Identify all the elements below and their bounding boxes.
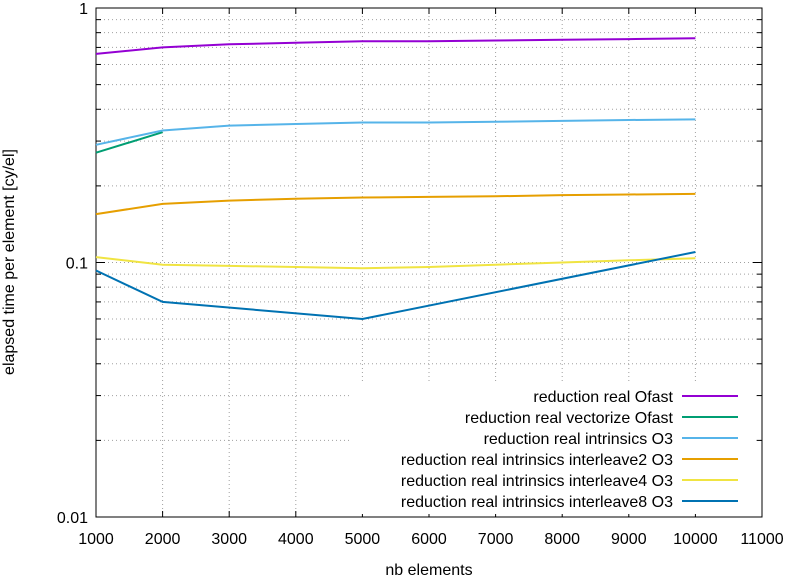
series-line — [95, 256, 696, 270]
x-tick-label: 8000 — [544, 531, 580, 548]
legend-label: reduction real Ofast — [533, 389, 673, 406]
legend-label: reduction real intrinsics O3 — [484, 431, 674, 448]
y-tick-label: 0.1 — [66, 256, 88, 273]
series-line — [95, 131, 163, 154]
axis-ticks: 1000 2000 3000 4000 5000 6000 7000 8000 9000 1000… — [57, 1, 784, 548]
y-axis-label: elapsed time per element [cy/el] — [1, 149, 18, 375]
series-line — [95, 251, 696, 321]
x-tick-label: 6000 — [411, 531, 447, 548]
x-tick-label: 1000 — [78, 531, 114, 548]
x-tick-label: 4000 — [278, 531, 314, 548]
x-tick-label: 5000 — [345, 531, 381, 548]
y-tick-label: 0.01 — [57, 510, 88, 527]
legend: reduction real Ofast reduction real vecto… — [350, 384, 755, 514]
legend-label: reduction real vectorize Ofast — [465, 410, 674, 427]
y-tick-label: 1 — [79, 1, 88, 18]
x-tick-label: 2000 — [145, 531, 181, 548]
legend-label: reduction real intrinsics interleave8 O3 — [401, 494, 673, 511]
series-line — [95, 118, 696, 146]
series-lines — [95, 37, 696, 321]
legend-label: reduction real intrinsics interleave4 O3 — [401, 473, 673, 490]
series-line — [95, 37, 696, 55]
x-tick-label: 10000 — [673, 531, 718, 548]
x-tick-label: 11000 — [740, 531, 783, 548]
legend-label: reduction real intrinsics interleave2 O3 — [401, 452, 673, 469]
series-line — [95, 192, 696, 216]
x-tick-label: 7000 — [478, 531, 514, 548]
legend-background — [350, 384, 755, 514]
x-tick-label: 9000 — [611, 531, 647, 548]
x-tick-label: 3000 — [211, 531, 247, 548]
x-axis-label: nb elements — [385, 562, 472, 575]
